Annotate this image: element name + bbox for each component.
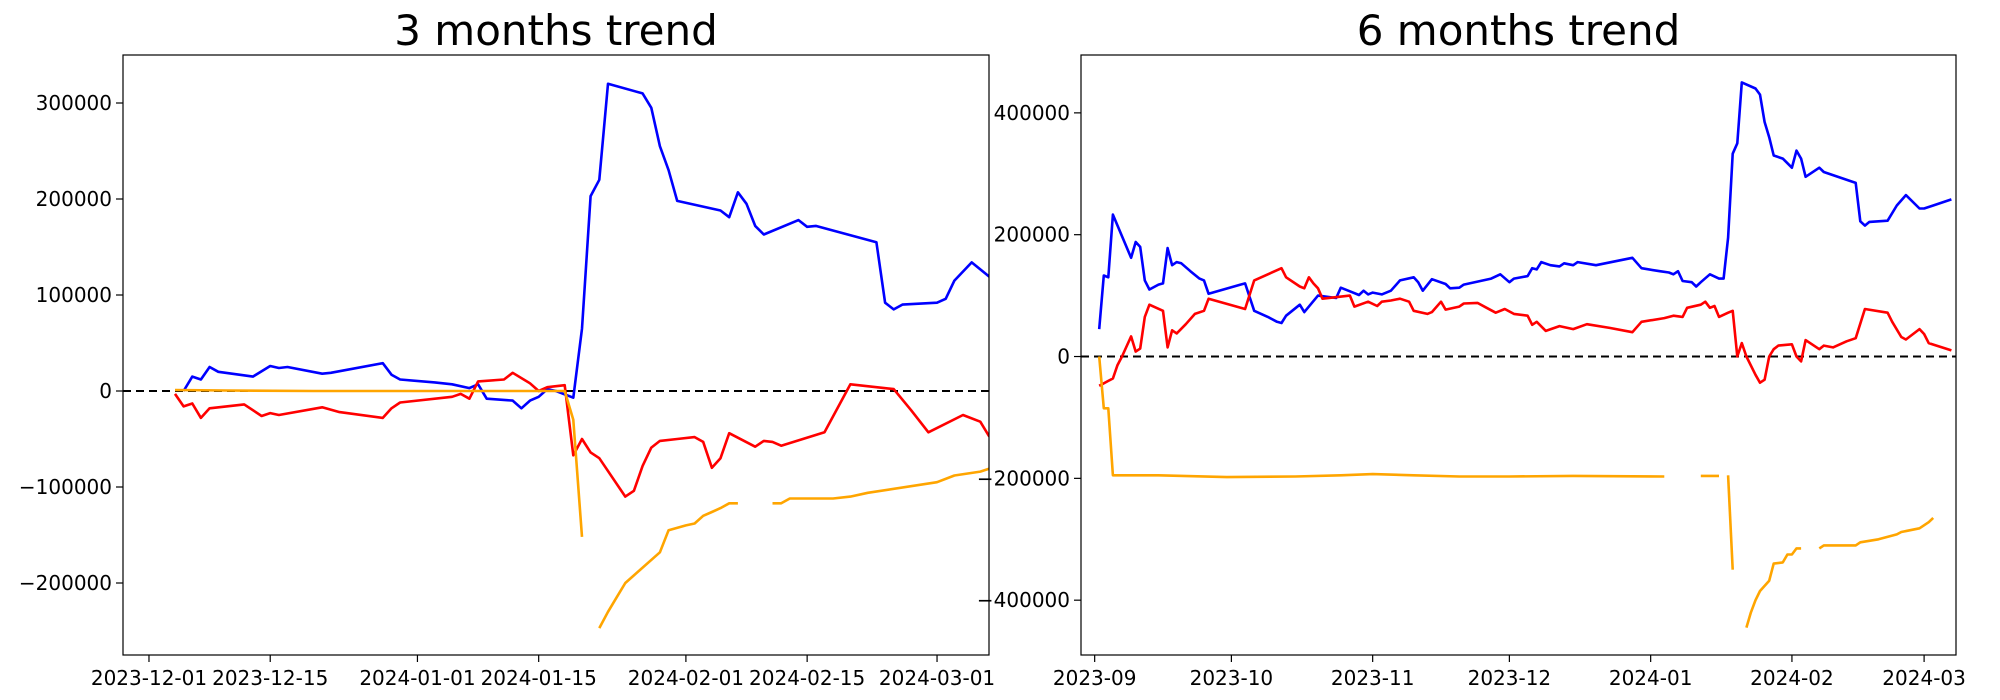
x-tick-label: 2023-11 [1331, 666, 1415, 690]
y-tick-label: 200000 [994, 223, 1070, 247]
series-line-2-segment-1 [598, 502, 738, 629]
x-tick-label: 2024-01 [1609, 666, 1693, 690]
x-tick-label: 2023-12-15 [212, 666, 328, 690]
x-tick-label: 2024-01-01 [359, 666, 475, 690]
x-tick-label: 2024-03-01 [879, 666, 995, 690]
axes-frame [122, 54, 990, 656]
x-tick-label: 2023-12 [1468, 666, 1552, 690]
x-tick-label: 2023-09 [1053, 666, 1137, 690]
series-line-1-segment-0 [173, 371, 989, 498]
y-tick-label: 100000 [36, 283, 112, 307]
chart-3-months-trend: 3 months trend −200000 −100000 0 100000 20000… [19, 6, 995, 690]
y-tick-label: −200000 [977, 466, 1070, 490]
series-line-1-segment-0 [1098, 266, 1952, 387]
y-tick-label: −400000 [977, 588, 1070, 612]
x-tick-label: 2024-01-15 [481, 666, 597, 690]
y-tick-label: 400000 [994, 101, 1070, 125]
x-tick-label: 2024-02-15 [749, 666, 865, 690]
plot-area [123, 82, 989, 629]
series-line-2-segment-4 [1818, 516, 1935, 550]
chart-title: 3 months trend [394, 6, 718, 55]
series-line-0-segment-0 [1097, 81, 1952, 330]
chart-title: 6 months trend [1357, 6, 1681, 55]
axes-frame [1080, 54, 1957, 656]
y-tick-label: −200000 [19, 571, 112, 595]
series-line-0-segment-0 [182, 82, 989, 410]
series-line-2-segment-2 [772, 467, 989, 505]
y-tick-label: −100000 [19, 475, 112, 499]
y-tick-label: 300000 [36, 91, 112, 115]
x-tick-label: 2024-02 [1750, 666, 1834, 690]
plot-area [1081, 81, 1956, 628]
x-tick-label: 2024-03 [1882, 666, 1966, 690]
chart-6-months-trend: 6 months trend −400000 −200000 0 200000 40000… [977, 6, 1966, 690]
x-tick-label: 2023-10 [1190, 666, 1274, 690]
y-tick-label: 0 [1057, 345, 1070, 369]
x-tick-label: 2024-02-01 [628, 666, 744, 690]
y-tick-label: 0 [99, 379, 112, 403]
x-tick-label: 2023-12-01 [91, 666, 207, 690]
series-line-2-segment-0 [174, 388, 584, 537]
y-tick-label: 200000 [36, 187, 112, 211]
series-line-2-segment-2 [1726, 475, 1734, 570]
series-line-2-segment-3 [1745, 547, 1802, 628]
series-line-2-segment-0 [1097, 356, 1665, 479]
